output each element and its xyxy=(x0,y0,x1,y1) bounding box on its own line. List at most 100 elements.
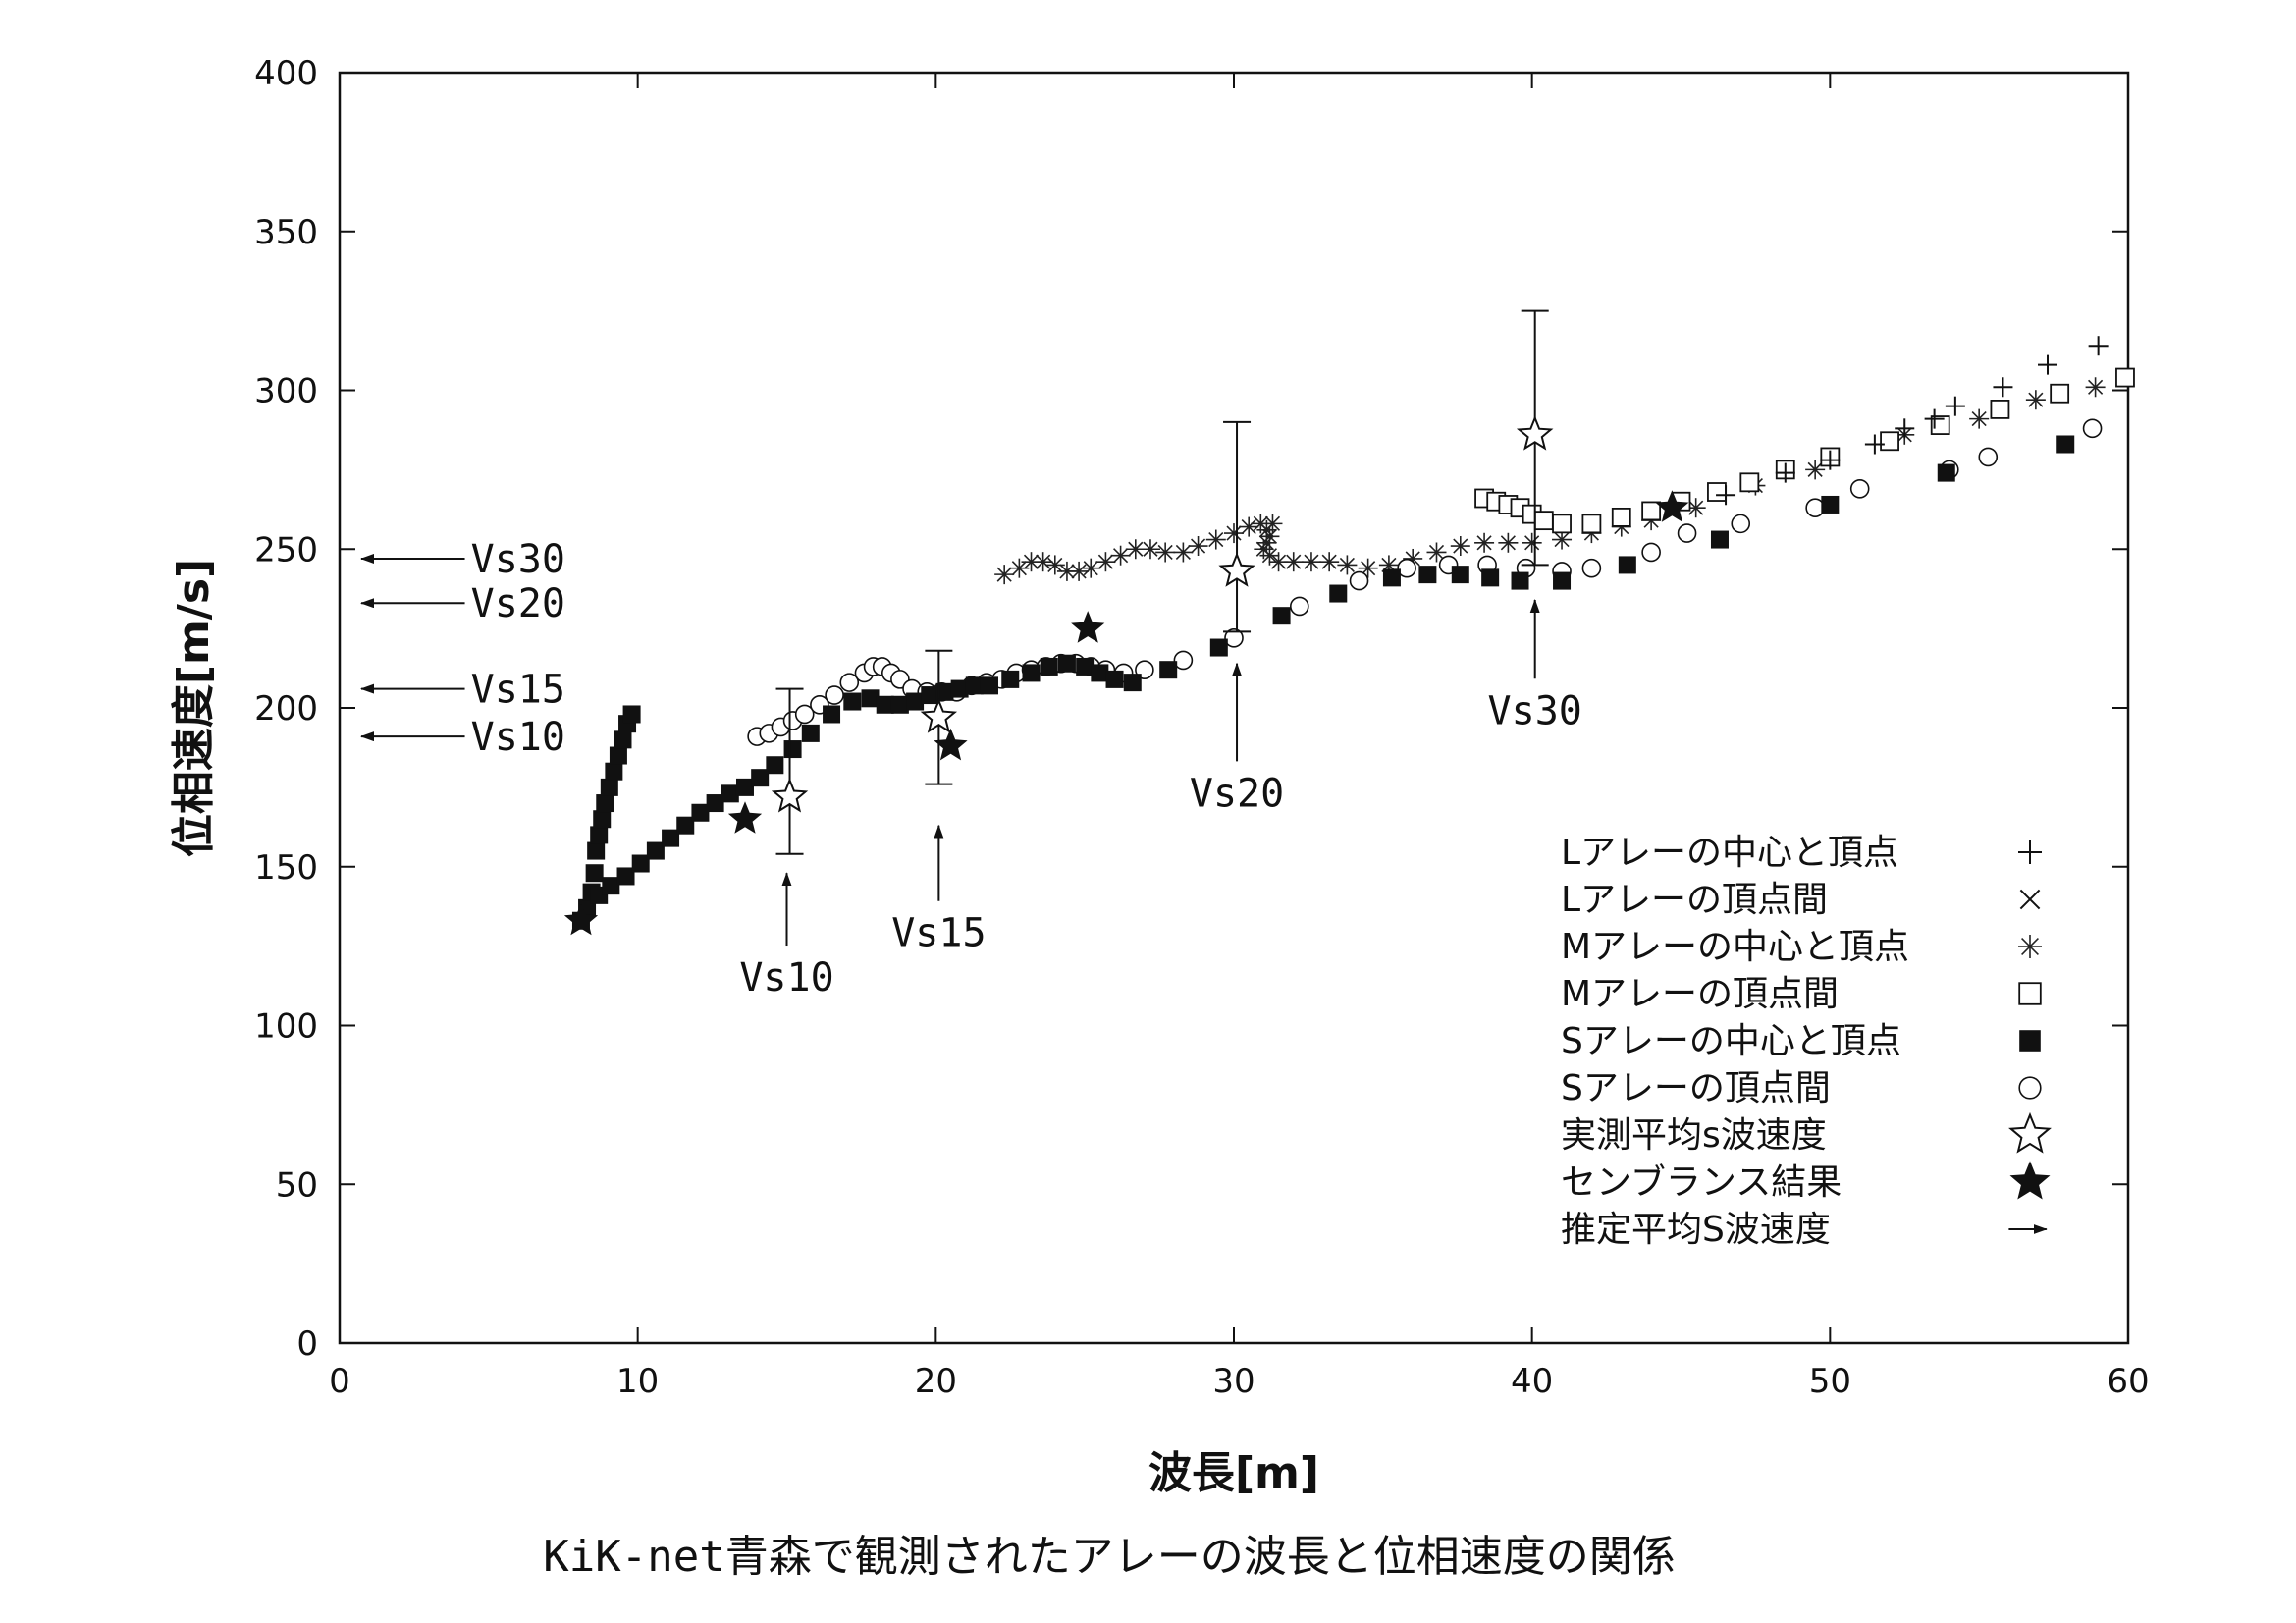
data-point xyxy=(1397,558,1416,578)
data-point xyxy=(1581,514,1602,534)
data-point xyxy=(1945,396,1965,416)
data-point xyxy=(1319,552,1340,572)
data-point xyxy=(2038,354,2058,375)
data-point xyxy=(1337,555,1358,575)
data-point xyxy=(2115,367,2135,388)
vs-up-label: Vs10 xyxy=(739,955,833,1001)
data-point xyxy=(1533,511,1554,531)
data-point xyxy=(735,778,754,796)
data-point xyxy=(920,698,958,733)
data-point xyxy=(1710,530,1729,549)
data-point xyxy=(593,810,612,829)
data-point xyxy=(1033,552,1053,572)
y-axis-label: 位相速度[m/s] xyxy=(169,559,219,857)
data-point xyxy=(950,679,969,698)
data-point xyxy=(1655,490,1689,522)
data-point xyxy=(1775,462,1795,483)
data-point xyxy=(906,692,925,711)
data-point xyxy=(1081,558,1101,578)
legend-label: Lアレーの中心と頂点 xyxy=(1561,833,1898,873)
legend-label: 推定平均S波速度 xyxy=(1561,1210,1831,1250)
x-axis-label: 波長[m] xyxy=(1148,1448,1319,1498)
data-point xyxy=(1677,523,1697,543)
data-point xyxy=(2056,435,2075,454)
data-point xyxy=(1290,596,1309,617)
vs-left-label: Vs10 xyxy=(471,715,565,760)
y-tick-label: 100 xyxy=(254,1007,318,1047)
data-point xyxy=(614,730,632,749)
data-point xyxy=(1641,501,1662,521)
legend-marker xyxy=(2009,1161,2051,1200)
x-tick-label: 40 xyxy=(1511,1362,1553,1401)
data-point xyxy=(590,826,609,844)
data-point xyxy=(766,756,784,775)
data-point xyxy=(1864,434,1885,455)
data-point xyxy=(1451,566,1469,584)
y-tick-label: 350 xyxy=(254,213,318,252)
data-point xyxy=(1426,542,1447,563)
data-point xyxy=(1611,508,1631,527)
data-point xyxy=(794,704,815,725)
data-point xyxy=(1552,514,1572,534)
data-point xyxy=(1511,571,1529,590)
data-point xyxy=(1924,408,1945,429)
y-tick-label: 200 xyxy=(254,689,318,729)
data-point xyxy=(596,794,614,813)
y-tick-label: 400 xyxy=(254,54,318,93)
data-marks xyxy=(563,309,2135,936)
data-point xyxy=(1481,568,1500,587)
data-point xyxy=(1382,568,1401,587)
data-point xyxy=(646,841,665,860)
data-point xyxy=(1283,552,1304,572)
data-point xyxy=(783,740,802,759)
y-tick-label: 50 xyxy=(276,1165,318,1205)
data-point xyxy=(1239,516,1259,537)
legend-marker xyxy=(2018,982,2042,1005)
data-point xyxy=(676,816,695,835)
data-point xyxy=(605,762,623,781)
data-point xyxy=(1224,523,1244,544)
data-point xyxy=(876,695,894,714)
legend-marker xyxy=(2018,935,2042,958)
data-point xyxy=(2088,336,2109,356)
data-point xyxy=(1739,472,1760,493)
data-point xyxy=(1937,463,1955,482)
data-point xyxy=(823,705,841,724)
legend-label: センブランス結果 xyxy=(1561,1163,1842,1203)
x-tick-label: 20 xyxy=(915,1362,957,1401)
data-point xyxy=(1076,657,1095,676)
data-point xyxy=(1057,654,1076,673)
legend-marker xyxy=(2018,1076,2042,1100)
data-point xyxy=(1552,529,1573,550)
data-point xyxy=(843,692,862,711)
data-point xyxy=(1022,664,1041,682)
data-point xyxy=(921,686,939,705)
data-point xyxy=(1044,555,1065,575)
data-point xyxy=(980,676,998,695)
data-point xyxy=(1474,532,1495,553)
data-point xyxy=(2082,418,2103,439)
data-point xyxy=(622,705,641,724)
data-point xyxy=(2085,377,2106,398)
data-point xyxy=(1618,556,1636,574)
vs-left-label: Vs30 xyxy=(471,537,565,582)
data-point xyxy=(1553,571,1572,590)
data-point xyxy=(1990,400,2010,419)
data-point xyxy=(721,784,739,803)
y-tick-label: 250 xyxy=(254,530,318,569)
data-point xyxy=(801,724,820,742)
data-point xyxy=(1880,431,1899,452)
data-point xyxy=(1095,552,1116,572)
legend-marker xyxy=(2018,840,2042,864)
data-point xyxy=(751,769,770,787)
legend: Lアレーの中心と頂点 Lアレーの頂点間 Mアレーの中心と頂点 Mアレーの頂点間 Sアレー… xyxy=(1561,833,2052,1250)
data-point xyxy=(1188,536,1208,557)
data-point xyxy=(890,695,909,714)
data-point xyxy=(1110,545,1131,566)
data-point xyxy=(2050,383,2070,404)
data-point xyxy=(1805,460,1826,480)
data-point xyxy=(1581,558,1602,578)
chart-caption: KiK-net青森で観測されたアレーの波長と位相速度の関係 xyxy=(543,1532,1675,1582)
vs-up-label: Vs20 xyxy=(1190,771,1284,816)
data-point xyxy=(1001,670,1020,688)
